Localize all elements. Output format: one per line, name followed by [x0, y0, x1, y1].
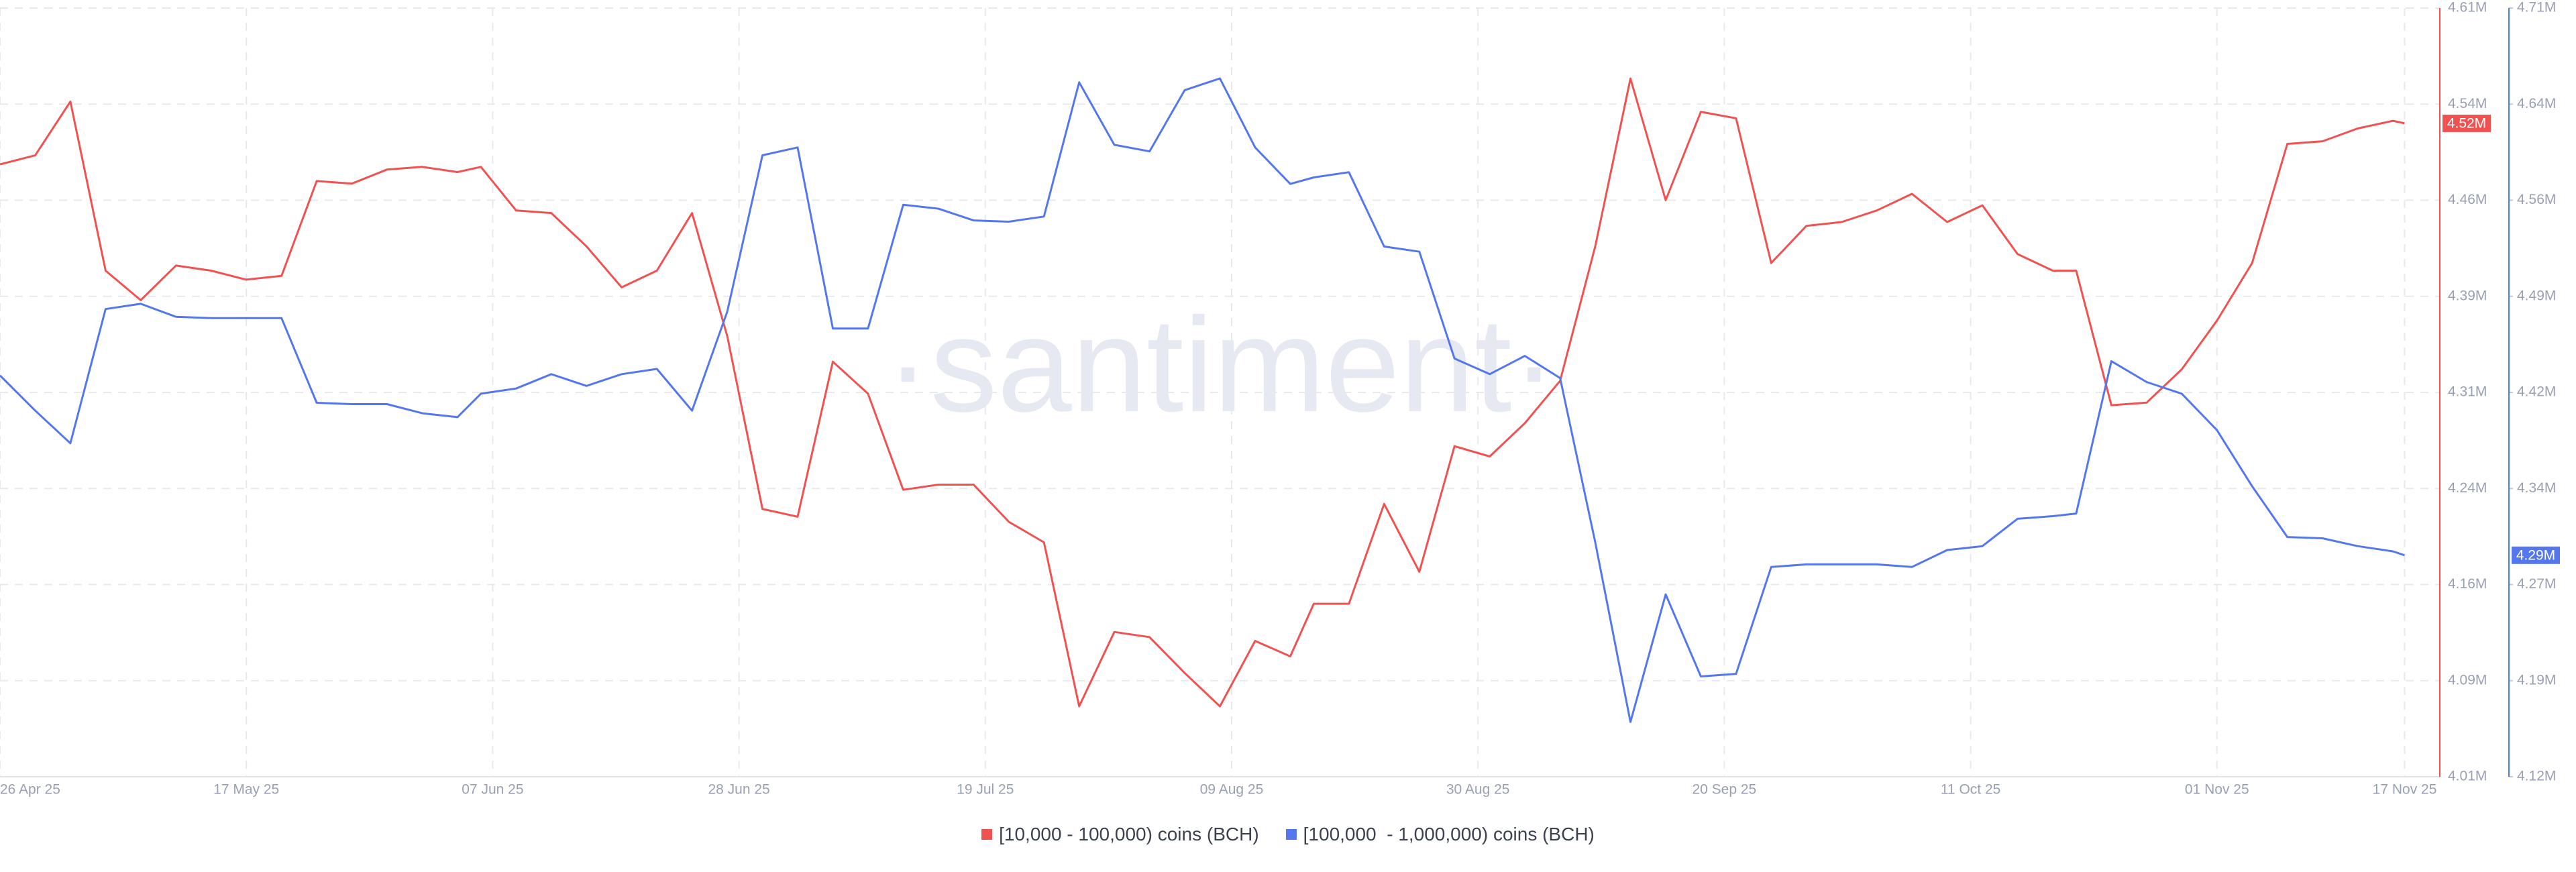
x-tick-label: 09 Aug 25	[1200, 782, 1264, 798]
legend-label: [100,000 - 1,000,000) coins (BCH)	[1303, 824, 1595, 844]
y2-tick-label: 4.12M	[2517, 769, 2556, 784]
x-tick-label: 17 Nov 25	[2373, 782, 2437, 798]
legend-swatch	[981, 829, 993, 840]
watermark: ·santiment·	[885, 290, 1556, 440]
y-tick-label: 4.31M	[2448, 384, 2487, 400]
series-line	[0, 77, 2405, 708]
legend-label: [10,000 - 100,000) coins (BCH)	[999, 824, 1259, 844]
x-tick-label: 20 Sep 25	[1692, 782, 1756, 798]
last-value-label: 4.29M	[2516, 547, 2555, 563]
y2-tick-label: 4.64M	[2517, 96, 2556, 111]
x-tick-label: 11 Oct 25	[1941, 782, 2001, 798]
x-tick-label: 26 Apr 25	[0, 782, 60, 798]
chart: ·santiment· 4.01M 4.09M 4.16M 4.24M 4.31M 4.3…	[0, 0, 2560, 798]
last-value-badge	[2512, 546, 2560, 564]
y-tick-label: 4.54M	[2448, 96, 2487, 111]
y2-tick-label: 4.42M	[2517, 384, 2556, 400]
x-tick-label: 01 Nov 25	[2185, 782, 2249, 798]
x-tick-label: 07 Jun 25	[462, 782, 523, 798]
y-tick-label: 4.61M	[2448, 0, 2487, 15]
y-tick-label: 4.24M	[2448, 480, 2487, 496]
legend-item[interactable]: [10,000 - 100,000) coins (BCH)	[981, 824, 1259, 845]
y-tick-label: 4.46M	[2448, 192, 2487, 207]
x-tick-label: 17 May 25	[213, 782, 279, 798]
y-tick-label: 4.09M	[2448, 672, 2487, 688]
x-tick-label: 30 Aug 25	[1446, 782, 1510, 798]
y-tick-label: 4.01M	[2448, 769, 2487, 784]
y2-tick-label: 4.34M	[2517, 480, 2556, 496]
y2-tick-label: 4.56M	[2517, 192, 2556, 207]
y-tick-label: 4.39M	[2448, 288, 2487, 303]
y2-tick-label: 4.19M	[2517, 672, 2556, 688]
legend: [10,000 - 100,000) coins (BCH) [100,000 -…	[0, 824, 2576, 845]
y2-tick-label: 4.49M	[2517, 288, 2556, 303]
legend-item[interactable]: [100,000 - 1,000,000) coins (BCH)	[1285, 824, 1595, 845]
series-line	[0, 77, 2405, 723]
y2-tick-label: 4.71M	[2517, 0, 2556, 15]
x-tick-label: 28 Jun 25	[708, 782, 769, 798]
legend-swatch	[1285, 829, 1297, 840]
last-value-badge	[2443, 114, 2491, 132]
last-value-label: 4.52M	[2447, 115, 2486, 131]
y2-tick-label: 4.27M	[2517, 576, 2556, 592]
x-tick-label: 19 Jul 25	[957, 782, 1014, 798]
y-tick-label: 4.16M	[2448, 576, 2487, 592]
